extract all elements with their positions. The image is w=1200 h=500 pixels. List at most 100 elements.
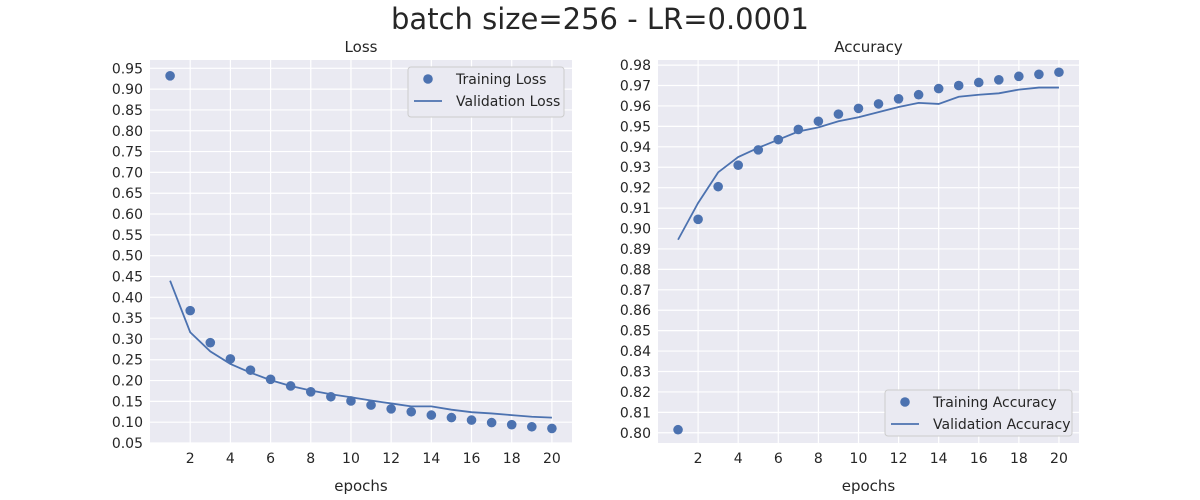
validation-series-line xyxy=(677,86,1059,241)
y-tick-label: 0.94 xyxy=(620,140,651,156)
training-data-point xyxy=(953,80,964,91)
x-tick-label: 8 xyxy=(306,451,315,467)
y-tick-label: 0.90 xyxy=(620,222,651,238)
training-data-point xyxy=(973,77,984,88)
training-data-point xyxy=(933,83,944,94)
x-tick-label: 10 xyxy=(342,451,360,467)
y-tick-label: 0.05 xyxy=(112,436,143,452)
training-data-point xyxy=(225,354,236,364)
y-tick-label: 0.95 xyxy=(620,119,651,135)
x-tick-label: 14 xyxy=(930,451,948,467)
x-tick-label: 2 xyxy=(694,451,703,467)
plot-area xyxy=(658,60,1079,443)
y-tick-label: 0.89 xyxy=(620,242,651,258)
x-tick-label: 4 xyxy=(226,451,235,467)
training-data-point xyxy=(506,419,517,430)
legend-box xyxy=(884,389,1073,437)
x-tick-label: 8 xyxy=(814,451,823,467)
training-data-point xyxy=(1034,69,1044,80)
subplot-title: Accuracy xyxy=(834,38,903,56)
y-tick-label: 0.15 xyxy=(112,394,143,410)
training-data-point xyxy=(713,181,723,192)
y-tick-label: 0.85 xyxy=(620,324,651,340)
legend-label: Training Accuracy xyxy=(932,395,1057,411)
x-tick-label: 2 xyxy=(186,451,195,467)
x-tick-label: 20 xyxy=(1050,451,1068,467)
training-data-point xyxy=(913,89,924,100)
x-tick-label: 12 xyxy=(382,451,400,467)
y-tick-label: 0.10 xyxy=(112,415,143,431)
y-tick-label: 0.80 xyxy=(112,124,143,140)
y-tick-label: 0.70 xyxy=(112,165,143,181)
y-tick-label: 0.45 xyxy=(112,269,143,285)
y-tick-label: 0.81 xyxy=(620,405,651,421)
training-data-point xyxy=(486,417,497,428)
y-tick-label: 0.95 xyxy=(112,61,143,77)
subplot-title: Loss xyxy=(345,38,378,56)
training-data-point xyxy=(547,423,557,434)
plot-area xyxy=(150,60,572,443)
x-tick-label: 16 xyxy=(970,451,988,467)
y-tick-label: 0.60 xyxy=(112,207,143,223)
y-tick-label: 0.92 xyxy=(620,181,651,197)
y-tick-label: 0.35 xyxy=(112,311,143,327)
training-data-point xyxy=(1054,67,1064,78)
training-data-point xyxy=(185,305,195,316)
training-data-point xyxy=(426,410,437,420)
y-tick-label: 0.80 xyxy=(620,426,651,442)
y-tick-label: 0.25 xyxy=(112,353,143,369)
y-tick-label: 0.88 xyxy=(620,262,651,278)
x-axis-label: epochs xyxy=(334,477,388,495)
y-tick-label: 0.93 xyxy=(620,160,651,176)
y-tick-label: 0.98 xyxy=(620,58,651,74)
y-tick-label: 0.40 xyxy=(112,290,143,306)
training-data-point xyxy=(673,424,683,435)
training-data-point xyxy=(346,396,356,406)
y-tick-label: 0.65 xyxy=(112,186,143,202)
x-tick-label: 12 xyxy=(890,451,908,467)
y-tick-label: 0.83 xyxy=(620,365,651,381)
figure-title: batch size=256 - LR=0.0001 xyxy=(391,2,809,36)
training-data-point xyxy=(165,71,175,81)
x-tick-label: 10 xyxy=(850,451,868,467)
training-data-point xyxy=(873,99,884,109)
training-data-point xyxy=(205,337,216,348)
training-data-point xyxy=(466,415,477,425)
x-tick-label: 6 xyxy=(266,451,275,467)
training-data-point xyxy=(366,400,376,410)
x-tick-label: 20 xyxy=(543,451,561,467)
x-tick-label: 18 xyxy=(1010,451,1028,467)
x-tick-label: 18 xyxy=(503,451,521,467)
training-data-point xyxy=(693,214,703,225)
legend-marker xyxy=(423,74,433,84)
training-data-point xyxy=(893,94,904,104)
y-tick-label: 0.87 xyxy=(620,283,651,299)
x-tick-label: 6 xyxy=(774,451,783,467)
x-tick-label: 4 xyxy=(734,451,743,467)
legend-label: Validation Loss xyxy=(456,94,560,110)
training-data-point xyxy=(994,75,1004,85)
y-tick-label: 0.55 xyxy=(112,228,143,244)
legend-label: Validation Accuracy xyxy=(933,417,1071,433)
legend-marker xyxy=(900,397,910,407)
y-tick-label: 0.84 xyxy=(620,344,651,360)
x-tick-label: 14 xyxy=(422,451,440,467)
validation-series-line xyxy=(169,280,552,419)
training-data-point xyxy=(446,412,457,423)
y-tick-label: 0.90 xyxy=(112,82,143,98)
training-data-point xyxy=(406,406,417,417)
y-tick-label: 0.20 xyxy=(112,374,143,390)
training-data-point xyxy=(1014,71,1024,82)
training-data-point xyxy=(833,109,844,119)
y-tick-label: 0.86 xyxy=(620,303,651,319)
y-tick-label: 0.75 xyxy=(112,145,143,161)
x-tick-label: 16 xyxy=(463,451,481,467)
y-tick-label: 0.97 xyxy=(620,79,651,95)
y-tick-label: 0.82 xyxy=(620,385,651,401)
y-tick-label: 0.91 xyxy=(620,201,651,217)
training-data-point xyxy=(813,116,824,127)
x-axis-label: epochs xyxy=(842,477,896,495)
